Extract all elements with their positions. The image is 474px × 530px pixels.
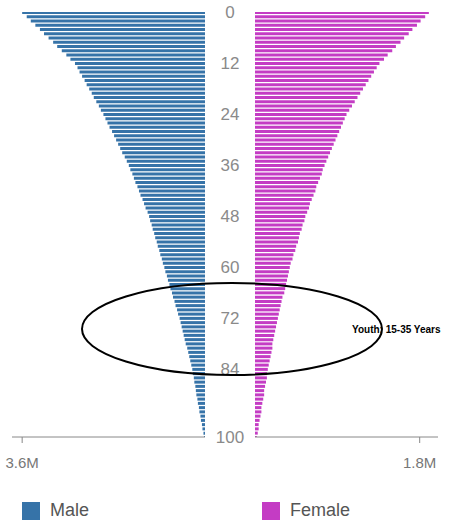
svg-text:100: 100 [216, 428, 244, 447]
svg-text:36: 36 [221, 156, 240, 175]
svg-text:3.6M: 3.6M [8, 454, 39, 471]
svg-text:0: 0 [225, 3, 234, 22]
svg-text:Youth: 15-35 Years: Youth: 15-35 Years [352, 324, 441, 335]
svg-text:24: 24 [221, 105, 240, 124]
svg-text:60: 60 [221, 258, 240, 277]
svg-text:48: 48 [221, 207, 240, 226]
svg-text:84: 84 [221, 360, 240, 379]
svg-text:12: 12 [221, 54, 240, 73]
html-text:Male: Male [50, 500, 89, 520]
svg-text:72: 72 [221, 309, 240, 328]
svg-text:1.8M: 1.8M [403, 454, 436, 471]
html-text:Female: Female [290, 500, 350, 520]
